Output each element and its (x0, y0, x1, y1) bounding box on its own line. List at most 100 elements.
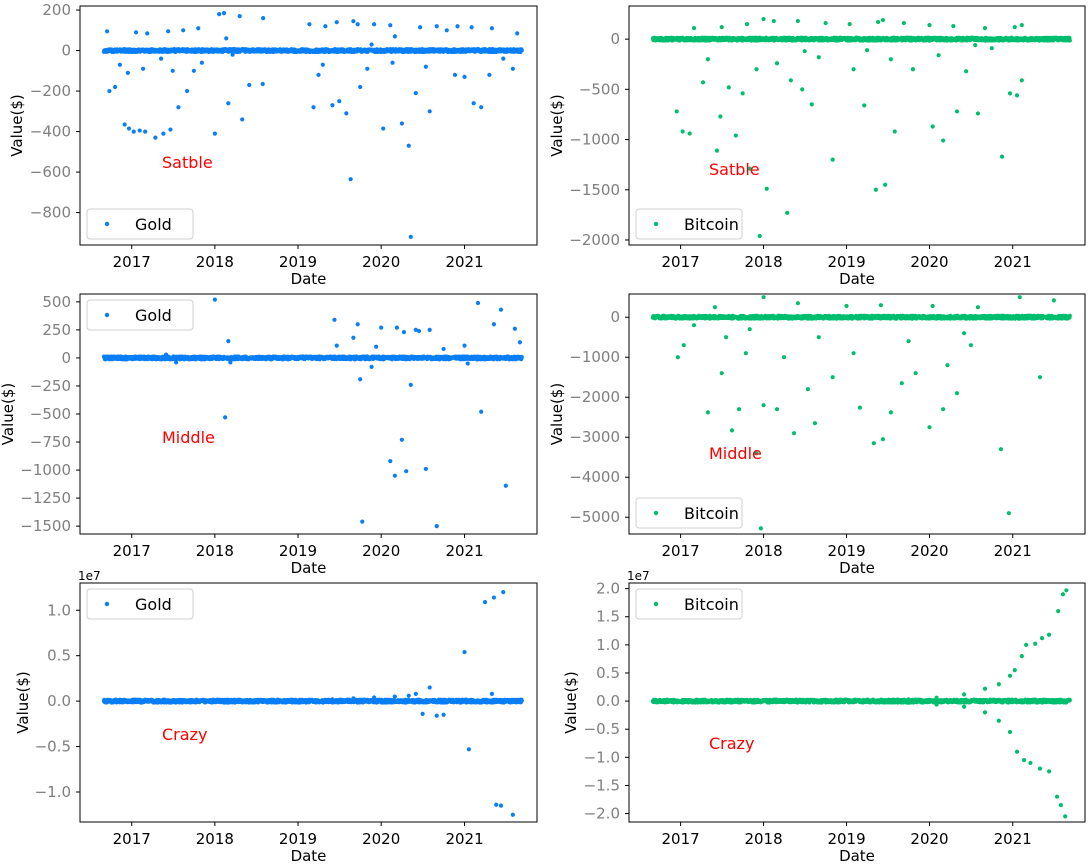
data-point (224, 36, 229, 41)
x-tick-label: 2018 (196, 542, 234, 560)
y-tick-label: −1500 (569, 181, 620, 199)
subplot-1: 2017 2018 2019 2020 20212000−200−400−600−800… (8, 1, 538, 288)
data-point (381, 126, 386, 131)
data-point (830, 157, 835, 162)
data-point (927, 22, 932, 28)
data-point (176, 105, 181, 110)
data-point (237, 14, 242, 19)
data-point (217, 12, 222, 17)
data-point (240, 117, 245, 122)
legend-label: Bitcoin (684, 215, 739, 234)
data-point (487, 72, 492, 77)
data-point (982, 25, 988, 31)
y-tick-label: 0 (61, 42, 71, 60)
x-tick-label: 2020 (362, 542, 400, 560)
x-tick-label: 2020 (910, 253, 948, 271)
x-axis-label: Date (291, 270, 327, 288)
data-point (355, 22, 360, 27)
data-point (873, 187, 878, 192)
data-point (126, 126, 132, 131)
data-point (501, 56, 506, 61)
y-tick-label: 0 (610, 30, 620, 48)
data-point (337, 99, 342, 104)
data-point (880, 17, 886, 23)
data-point (399, 437, 404, 442)
data-point (388, 23, 393, 28)
y-tick-label: −250 (30, 377, 71, 395)
y-tick-label: −200 (30, 82, 71, 100)
subplot-2: 2017 2018 2019 2020 20210−500−1000−1500−2000… (548, 5, 1086, 288)
legend: Bitcoin (635, 208, 743, 240)
data-point (761, 16, 766, 22)
data-point (174, 360, 179, 365)
data-point (515, 31, 520, 36)
data-point (785, 210, 790, 215)
data-point (1067, 38, 1072, 43)
annotation-text: Middle (162, 428, 215, 447)
data-point (469, 25, 474, 30)
data-point (864, 48, 870, 53)
data-point (261, 16, 266, 21)
x-tick-label: 2017 (113, 253, 151, 271)
data-point (444, 28, 449, 33)
data-point (374, 344, 379, 349)
data-point (133, 30, 139, 35)
data-point (744, 21, 750, 27)
legend: Gold (86, 299, 194, 331)
x-tick-label: 2017 (113, 542, 151, 560)
data-point (862, 103, 867, 108)
data-point (191, 68, 197, 73)
data-point (125, 70, 130, 75)
y-tick-label: 200 (42, 1, 71, 19)
data-point (951, 23, 956, 29)
data-point (181, 28, 186, 33)
x-tick-label: 2021 (445, 253, 483, 271)
axes-frame (79, 5, 538, 246)
data-point (510, 66, 515, 71)
baseline-band (650, 313, 1072, 321)
data-point (212, 297, 217, 302)
data-point (394, 325, 399, 330)
data-point (452, 72, 458, 77)
data-point (423, 466, 428, 472)
data-point (465, 361, 470, 366)
data-point (733, 133, 738, 138)
y-tick-label: −800 (30, 204, 71, 222)
data-point (199, 60, 204, 65)
data-point (320, 62, 325, 67)
data-point (247, 82, 252, 88)
data-point (705, 57, 710, 62)
data-point (141, 66, 146, 71)
data-point (809, 102, 814, 107)
data-point (230, 52, 235, 57)
data-point (719, 24, 724, 30)
data-point (365, 66, 370, 71)
data-point (390, 60, 395, 65)
data-point (332, 317, 337, 322)
y-tick-label: −750 (30, 433, 71, 451)
data-point (788, 78, 793, 83)
data-point (754, 67, 759, 72)
data-point (196, 26, 201, 31)
data-point (892, 129, 897, 134)
y-tick-label: −500 (30, 405, 71, 423)
data-point (462, 343, 467, 348)
y-axis-label: Value($) (548, 94, 566, 156)
data-point (680, 129, 685, 134)
data-point (491, 322, 497, 327)
data-point (137, 128, 142, 133)
data-point (1014, 93, 1020, 98)
data-point (964, 69, 969, 74)
data-point (823, 20, 828, 26)
y-tick-label: −400 (30, 123, 71, 141)
data-point (316, 72, 321, 77)
data-point (143, 129, 148, 134)
data-point (122, 122, 127, 127)
data-point (726, 85, 731, 90)
data-point (901, 20, 906, 26)
data-point (1012, 24, 1017, 30)
data-point (800, 87, 805, 92)
data-point (1007, 91, 1013, 96)
data-point (112, 84, 118, 90)
